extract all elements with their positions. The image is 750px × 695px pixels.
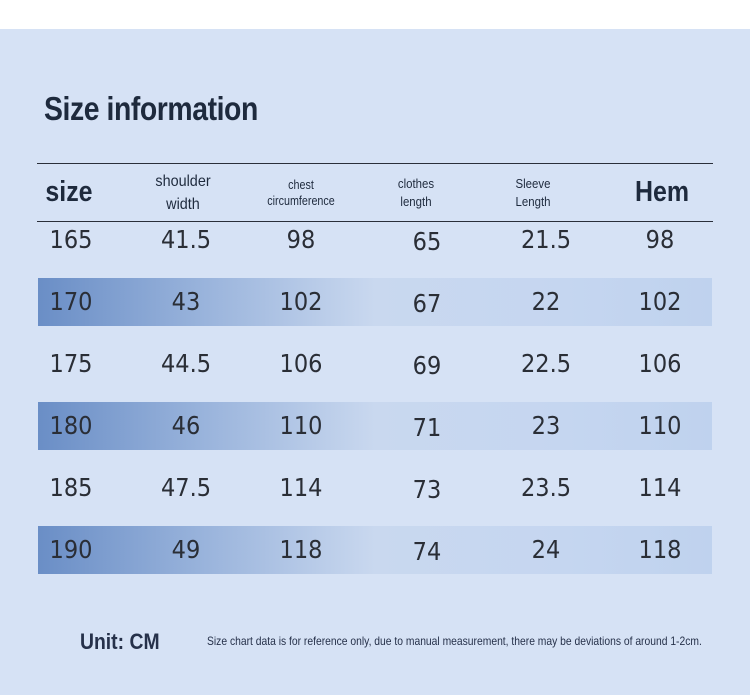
cell-size: 165 (49, 225, 93, 254)
cell-shoulder: 49 (171, 535, 201, 564)
cell-chest: 98 (286, 225, 316, 254)
cell-shoulder: 47.5 (160, 473, 212, 502)
cell-size: 190 (49, 535, 93, 564)
cell-clothes: 74 (412, 537, 442, 566)
cell-chest: 118 (279, 535, 323, 564)
cell-sleeve: 23 (531, 411, 561, 440)
table-row: 180 46 110 71 23 110 (38, 402, 712, 450)
cell-shoulder: 43 (171, 287, 201, 316)
header-bottom-divider (37, 221, 713, 222)
cell-hem: 102 (638, 287, 682, 316)
cell-clothes: 69 (412, 351, 442, 380)
cell-hem: 110 (638, 411, 682, 440)
cell-size: 175 (49, 349, 93, 378)
cell-shoulder: 46 (171, 411, 201, 440)
column-header-clothes: clothes length (397, 175, 435, 209)
column-header-sleeve: Sleeve Length (515, 175, 551, 209)
cell-hem: 118 (638, 535, 682, 564)
cell-hem: 114 (638, 473, 682, 502)
table-row: 170 43 102 67 22 102 (38, 278, 712, 326)
table-row: 190 49 118 74 24 118 (38, 526, 712, 574)
header-top-divider (37, 163, 713, 164)
column-header-hem: Hem (634, 176, 690, 208)
unit-label: Unit: CM (80, 629, 160, 654)
column-header-size: size (45, 176, 93, 208)
cell-size: 185 (49, 473, 93, 502)
cell-clothes: 71 (412, 413, 442, 442)
cell-sleeve: 21.5 (520, 225, 572, 254)
size-chart-panel (0, 29, 750, 695)
cell-sleeve: 24 (531, 535, 561, 564)
cell-size: 180 (49, 411, 93, 440)
cell-chest: 106 (279, 349, 323, 378)
column-header-chest: chest circumference (267, 177, 335, 208)
cell-hem: 106 (638, 349, 682, 378)
cell-size: 170 (49, 287, 93, 316)
column-header-shoulder: shoulder width (155, 172, 211, 213)
cell-chest: 110 (279, 411, 323, 440)
cell-shoulder: 44.5 (160, 349, 212, 378)
cell-sleeve: 22 (531, 287, 561, 316)
table-row: 165 41.5 98 65 21.5 98 (38, 216, 712, 264)
table-row: 175 44.5 106 69 22.5 106 (38, 340, 712, 388)
cell-sleeve: 22.5 (520, 349, 572, 378)
cell-clothes: 73 (412, 475, 442, 504)
cell-sleeve: 23.5 (520, 473, 572, 502)
cell-chest: 102 (279, 287, 323, 316)
disclaimer-note: Size chart data is for reference only, d… (207, 634, 702, 648)
page-title: Size information (44, 90, 258, 127)
cell-shoulder: 41.5 (160, 225, 212, 254)
cell-hem: 98 (645, 225, 675, 254)
cell-chest: 114 (279, 473, 323, 502)
cell-clothes: 67 (412, 289, 442, 318)
cell-clothes: 65 (412, 227, 442, 256)
table-row: 185 47.5 114 73 23.5 114 (38, 464, 712, 512)
